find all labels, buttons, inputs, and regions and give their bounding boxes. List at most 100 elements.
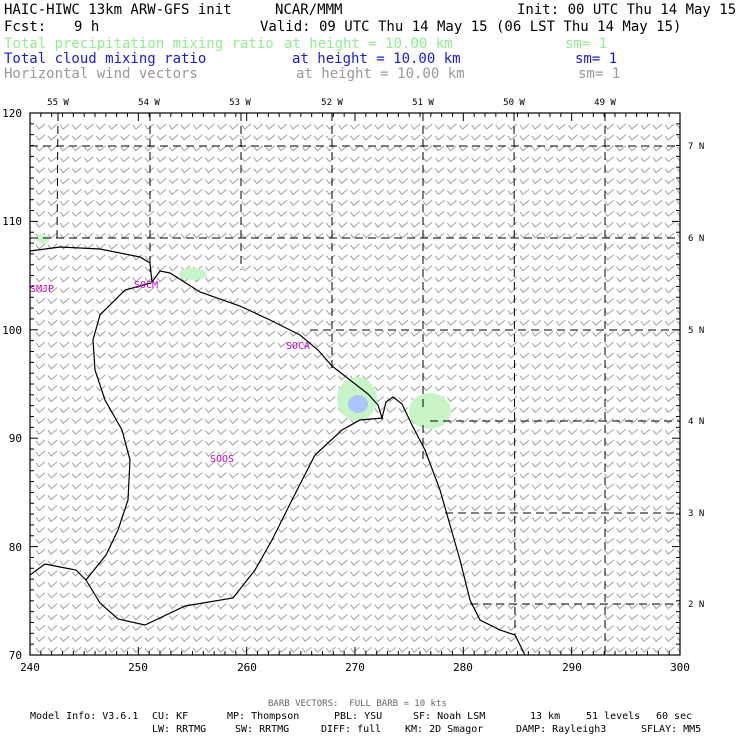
wind-barb <box>108 505 118 512</box>
wind-barb <box>192 221 203 228</box>
wind-barb <box>434 603 445 610</box>
wind-barb <box>350 505 360 512</box>
wind-barb <box>580 428 590 435</box>
wind-barb <box>35 341 46 348</box>
wind-barb <box>277 559 288 566</box>
wind-barb <box>47 526 58 534</box>
wind-barb <box>180 450 191 457</box>
wind-barb <box>640 145 651 152</box>
wind-barb <box>338 254 348 261</box>
wind-barb <box>168 439 179 446</box>
wind-barb <box>168 450 179 457</box>
wind-barb <box>180 167 191 174</box>
wind-barb <box>59 341 70 348</box>
wind-barb <box>144 199 155 207</box>
damp-scheme: DAMP: Rayleigh3 <box>516 724 607 735</box>
wind-barb <box>543 189 554 196</box>
wind-barb <box>555 374 566 381</box>
wind-barb <box>350 570 360 577</box>
wind-barb <box>447 189 457 196</box>
wind-barb <box>531 199 542 207</box>
wind-barb <box>59 537 70 544</box>
wind-barb <box>507 156 518 163</box>
wind-barb <box>350 592 360 599</box>
wind-barb <box>144 352 155 359</box>
wind-barb <box>495 516 506 523</box>
wind-barb <box>422 537 433 544</box>
wind-barb <box>301 385 312 392</box>
wind-barb <box>338 483 348 490</box>
wind-barb <box>483 308 494 316</box>
wind-barb <box>604 592 615 599</box>
wind-barb <box>543 417 554 425</box>
wind-barb <box>580 614 590 621</box>
station-smjp: SMJP <box>30 284 54 295</box>
wind-barb <box>495 385 506 392</box>
wind-barb <box>338 581 348 588</box>
wind-barb <box>35 559 46 566</box>
wind-barb <box>592 221 602 228</box>
wind-barb <box>265 330 276 337</box>
wind-barb <box>616 625 627 632</box>
wind-barb <box>326 341 336 348</box>
wind-barb <box>640 374 651 381</box>
wind-barb <box>398 189 409 196</box>
wind-barb <box>326 450 336 457</box>
wind-barb <box>289 472 300 479</box>
wind-barb <box>628 385 639 392</box>
wind-barb <box>217 308 227 316</box>
wind-barb <box>483 276 494 283</box>
wind-barb <box>410 265 421 272</box>
wind-barb <box>205 614 215 621</box>
field-precip-sm: sm= 1 <box>565 36 608 52</box>
wind-barb <box>519 210 530 217</box>
wind-barb <box>71 298 82 305</box>
wind-barb <box>265 385 276 392</box>
wind-barb <box>229 134 239 141</box>
wind-barb <box>180 243 191 250</box>
wind-barb <box>47 417 58 425</box>
resolution: 13 km <box>530 711 561 722</box>
wind-barb <box>519 254 530 261</box>
wind-barb <box>628 254 639 261</box>
wind-barb <box>495 308 506 316</box>
wind-barb <box>277 570 288 577</box>
wind-barb <box>362 134 373 141</box>
wind-barb <box>592 308 602 316</box>
wind-barb <box>265 232 276 239</box>
wind-barb <box>217 265 227 272</box>
wind-barb <box>495 472 506 479</box>
wind-barb <box>410 330 421 337</box>
wind-barb <box>313 199 324 207</box>
wind-barb <box>410 287 421 294</box>
wind-barb <box>580 570 590 577</box>
wind-barb <box>459 450 469 457</box>
wind-barb <box>386 210 397 217</box>
wind-barb <box>180 428 191 435</box>
wind-barb <box>676 157 680 163</box>
wind-barb <box>640 276 651 283</box>
wind-barb <box>313 646 324 653</box>
wind-barb <box>59 407 70 414</box>
wind-barb <box>132 417 143 425</box>
wind-barb <box>205 123 215 130</box>
wind-barb <box>580 646 590 653</box>
wind-barb <box>156 167 167 174</box>
wind-barb <box>422 385 433 392</box>
wind-barb <box>47 603 58 610</box>
wind-barb <box>217 581 227 588</box>
wind-barb <box>180 439 191 446</box>
wind-barb <box>531 537 542 544</box>
wind-barb <box>362 635 373 643</box>
wind-barb <box>168 428 179 435</box>
wind-barb <box>519 221 530 228</box>
wind-barb <box>326 428 336 435</box>
wind-barb <box>84 559 94 566</box>
diff-scheme: DIFF: full <box>321 724 382 735</box>
wind-barb <box>59 548 70 555</box>
wind-barb <box>47 494 58 501</box>
wind-barb <box>108 254 118 261</box>
wind-barb <box>676 299 680 304</box>
wind-barb <box>640 635 651 643</box>
wind-barb <box>531 385 542 392</box>
